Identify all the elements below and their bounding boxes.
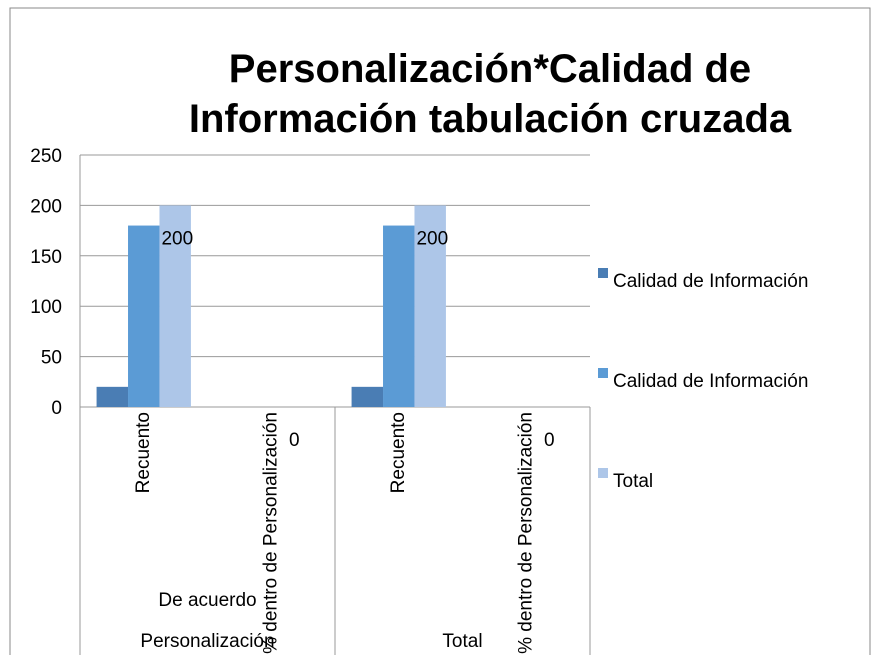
legend-label: Calidad de Información	[613, 371, 808, 392]
group-label: De acuerdo	[158, 590, 256, 611]
x-tick-label: % dentro de Personalización	[260, 412, 281, 654]
y-tick-label: 100	[30, 297, 62, 318]
x-tick-label: % dentro de Personalización	[515, 412, 536, 654]
outer-group-label: Personalización	[140, 631, 274, 652]
data-label: 200	[416, 228, 448, 249]
bar	[96, 386, 129, 407]
data-label: 200	[161, 228, 193, 249]
data-label: 0	[289, 430, 300, 451]
y-tick-label: 50	[41, 348, 62, 369]
legend-swatch	[598, 468, 608, 478]
chart-title: Personalización*Calidad de Información t…	[188, 47, 792, 141]
x-tick-label: Recuento	[388, 412, 409, 493]
outer-group-label: Total	[442, 631, 482, 652]
legend-label: Calidad de Información	[613, 271, 808, 292]
legend-label: Total	[613, 471, 653, 492]
y-tick-label: 250	[30, 146, 62, 167]
bar	[414, 205, 446, 407]
y-tick-label: 200	[30, 196, 62, 217]
bar	[351, 386, 384, 407]
legend-swatch	[598, 268, 608, 278]
bar	[128, 225, 160, 407]
x-tick-label: Recuento	[133, 412, 154, 493]
chart-border	[9, 7, 871, 655]
legend-swatch	[598, 368, 608, 378]
bar	[383, 225, 415, 407]
data-label: 0	[544, 430, 555, 451]
bar	[159, 205, 191, 407]
y-tick-label: 0	[51, 398, 62, 419]
y-tick-label: 150	[30, 247, 62, 268]
